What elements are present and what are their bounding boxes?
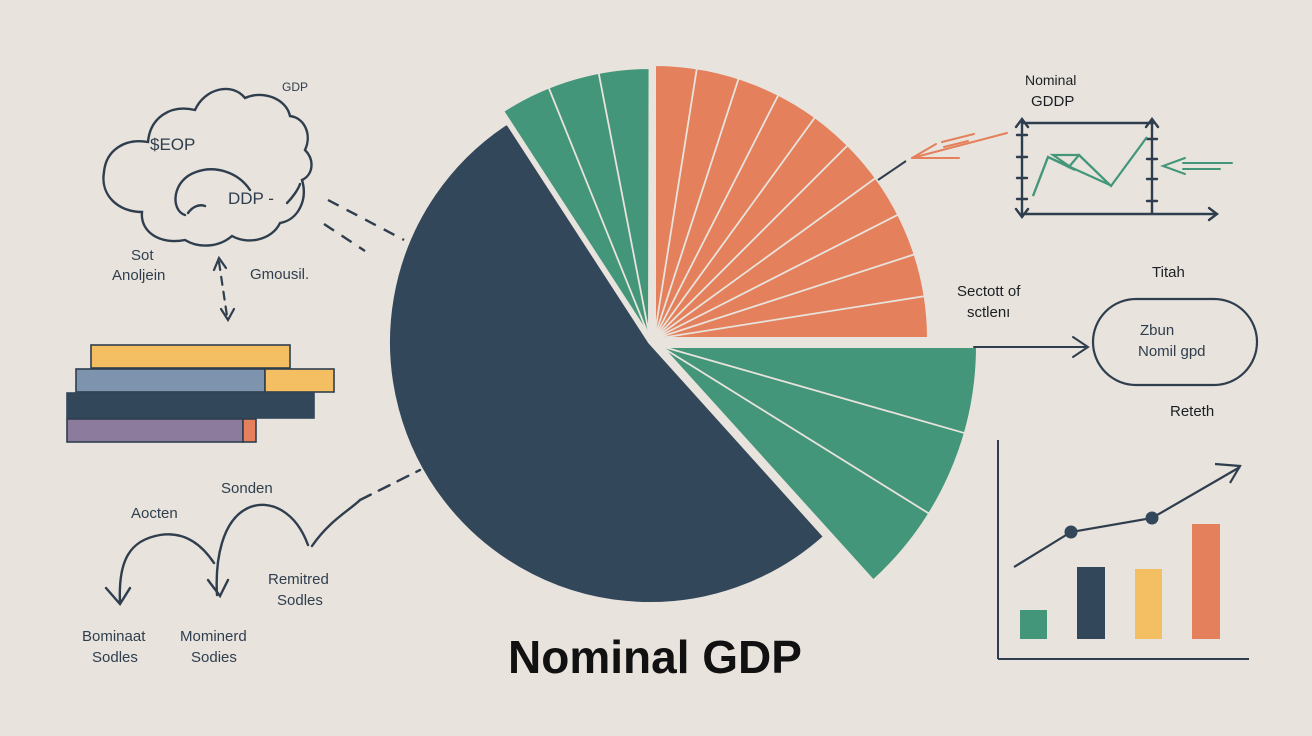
cloud-label-1: $EOP — [150, 135, 196, 154]
pie-divider — [653, 213, 900, 340]
bidirectional-arrow-icon — [212, 255, 236, 323]
sot-label: Sot — [131, 247, 154, 264]
orange-arrow-icon — [911, 132, 1008, 159]
pie-divider — [653, 67, 698, 340]
leader-line — [877, 160, 907, 181]
pill-arrow — [973, 336, 1090, 358]
reteth-label: Reteth — [1170, 403, 1215, 420]
section-label-1: Sectott of — [957, 283, 1021, 300]
bominaat-label-2: Sodles — [92, 649, 138, 666]
aocten-label: Aocten — [131, 505, 178, 522]
sonden-label: Sonden — [221, 480, 273, 497]
cloud-icon — [102, 87, 313, 247]
pie-divider — [653, 253, 916, 340]
pie-divider — [653, 93, 780, 340]
cloud-label-2: DDP - — [228, 189, 274, 208]
pie-slice-green-top — [499, 65, 653, 341]
flow-arrows — [104, 468, 422, 607]
green-arrow-icon — [1160, 157, 1233, 175]
pie-divider — [653, 143, 850, 340]
anoljein-label: Anoljein — [112, 267, 166, 284]
pill-label-1: Zbun — [1140, 322, 1175, 339]
cloud-top-label: GDP — [282, 80, 309, 94]
stacked-bar-chart — [66, 344, 335, 443]
pie-divider — [653, 176, 878, 340]
titah-label: Titah — [1152, 264, 1185, 281]
line-chart-icon — [1014, 117, 1219, 222]
pie-divider — [653, 295, 926, 340]
remitred-label-1: Remitred — [268, 571, 329, 588]
section-label-2: sctlenı — [967, 304, 1011, 321]
pie-divider — [653, 77, 740, 340]
pie-slice-dark-slice — [386, 120, 828, 606]
pie-divider — [659, 345, 931, 515]
pie-divider — [653, 115, 817, 340]
pie-slice-green-right — [658, 344, 980, 584]
nominal-label: Nominal — [1025, 72, 1077, 88]
page-title: Nominal GDP — [508, 631, 802, 683]
mominerd-label-2: Sodies — [191, 649, 237, 666]
remitred-label-2: Sodles — [277, 592, 323, 609]
dashed-connector — [323, 198, 405, 253]
gmousil-label: Gmousil. — [250, 266, 310, 283]
gddp-label: GDDP — [1031, 93, 1075, 110]
pie-divider — [659, 345, 966, 435]
pie-divider — [547, 86, 651, 340]
mominerd-label-1: Mominerd — [180, 628, 247, 645]
pie-divider — [597, 71, 651, 340]
bar-line-chart — [997, 440, 1249, 660]
pill-label-2: Nomil gpd — [1138, 343, 1206, 360]
pill-node — [1091, 297, 1259, 387]
pie-chart — [386, 62, 980, 606]
bominaat-label-1: Bominaat — [82, 628, 146, 645]
